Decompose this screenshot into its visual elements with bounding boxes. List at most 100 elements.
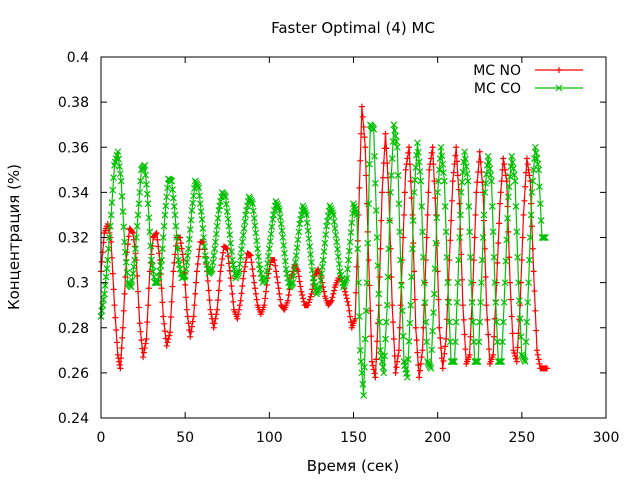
data-point	[185, 235, 193, 243]
data-point	[188, 323, 195, 330]
data-point	[402, 166, 409, 173]
data-point	[477, 158, 484, 165]
data-point	[389, 302, 396, 309]
data-point	[410, 240, 417, 247]
data-point	[427, 364, 435, 372]
data-point	[307, 293, 314, 300]
data-point	[192, 290, 199, 297]
data-point	[214, 306, 221, 313]
data-point	[318, 270, 325, 278]
data-point	[114, 148, 122, 156]
data-point	[189, 318, 196, 325]
data-point	[193, 279, 200, 286]
data-point	[372, 207, 380, 214]
data-point	[390, 319, 397, 326]
data-point	[421, 298, 429, 306]
data-point	[279, 234, 287, 241]
data-point	[495, 240, 502, 247]
data-point	[419, 228, 426, 236]
data-point	[249, 266, 256, 273]
data-point	[254, 245, 261, 253]
data-point	[482, 273, 489, 280]
data-point	[308, 266, 316, 274]
data-point	[183, 258, 191, 266]
data-point	[404, 155, 411, 162]
data-point	[153, 229, 160, 236]
data-point	[485, 159, 493, 166]
data-point	[468, 298, 476, 306]
data-point	[170, 203, 178, 210]
data-point	[280, 241, 288, 249]
data-point	[319, 256, 327, 264]
data-point	[408, 273, 415, 281]
data-point	[531, 143, 539, 151]
data-point	[134, 211, 142, 219]
data-point	[119, 208, 127, 215]
y-tick-label: 0.38	[58, 95, 89, 111]
data-point	[393, 138, 400, 146]
data-point	[442, 343, 449, 350]
data-point	[429, 327, 437, 335]
data-point	[187, 216, 195, 224]
data-point	[113, 339, 120, 346]
data-point	[433, 214, 441, 222]
data-point	[225, 253, 232, 260]
data-point	[525, 279, 532, 287]
data-point	[306, 296, 313, 303]
data-point	[298, 288, 305, 295]
data-point	[478, 279, 485, 287]
data-point	[353, 211, 361, 219]
data-point	[169, 283, 176, 290]
data-point	[428, 346, 436, 354]
data-point	[504, 214, 511, 222]
data-point	[343, 295, 350, 302]
data-point	[475, 338, 483, 346]
data-point	[197, 208, 205, 215]
data-point	[391, 126, 399, 134]
data-point	[208, 311, 215, 318]
data-point	[417, 177, 425, 185]
data-point	[437, 143, 445, 151]
data-point	[530, 166, 538, 174]
data-point	[390, 121, 398, 129]
data-point	[491, 279, 499, 287]
data-point	[535, 166, 543, 174]
data-point	[117, 365, 124, 372]
data-point	[229, 290, 236, 297]
data-point	[374, 262, 382, 270]
data-point	[143, 190, 151, 198]
data-point	[167, 329, 174, 336]
legend-label: MC NO	[473, 63, 521, 79]
data-point	[439, 365, 446, 372]
data-point	[276, 213, 284, 221]
data-point	[300, 295, 306, 302]
data-point	[121, 248, 129, 256]
data-point	[112, 314, 119, 321]
data-point	[528, 223, 535, 230]
data-point	[328, 297, 335, 304]
data-point	[247, 196, 255, 204]
data-point	[524, 161, 531, 168]
data-point	[360, 392, 368, 399]
data-point	[513, 228, 521, 236]
data-point	[367, 307, 374, 314]
data-point	[385, 245, 393, 253]
data-point	[210, 252, 218, 259]
data-point	[195, 184, 203, 192]
data-point	[460, 316, 467, 323]
data-point	[234, 269, 242, 277]
data-point	[477, 298, 485, 306]
data-point	[440, 169, 447, 177]
data-point	[252, 285, 259, 292]
data-point	[116, 361, 123, 368]
data-point	[405, 149, 412, 156]
data-point	[105, 245, 112, 253]
data-point	[438, 152, 446, 160]
data-point	[467, 253, 474, 261]
data-point	[313, 290, 320, 298]
data-point	[237, 253, 245, 261]
data-point	[316, 283, 324, 291]
data-point	[232, 274, 240, 282]
data-point	[526, 172, 533, 179]
data-point	[494, 338, 501, 346]
